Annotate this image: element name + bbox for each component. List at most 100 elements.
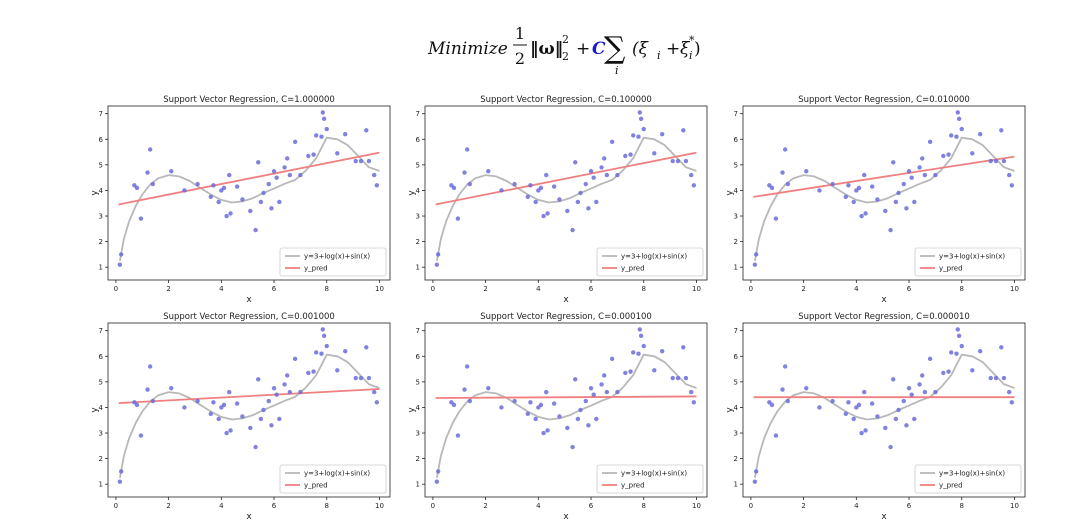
data-point: [977, 348, 983, 354]
data-point: [602, 156, 607, 161]
data-point: [1006, 172, 1012, 178]
data-point: [258, 416, 264, 422]
data-point: [335, 151, 340, 156]
y-axis-label: y: [407, 407, 417, 413]
data-point: [883, 425, 888, 431]
y-tick-label: 2: [99, 238, 103, 246]
x-tick-label: 10: [692, 502, 701, 510]
data-point: [999, 345, 1004, 350]
data-point: [863, 428, 868, 433]
data-point: [933, 389, 938, 395]
y-tick-label: 3: [734, 430, 738, 438]
data-point: [1001, 375, 1007, 381]
prediction-line: [435, 151, 697, 206]
y-tick-label: 1: [734, 481, 738, 489]
data-point: [641, 343, 646, 349]
data-point: [253, 227, 258, 233]
y-tick-label: 3: [734, 213, 738, 221]
data-point: [681, 345, 686, 350]
plot-area: [752, 327, 1015, 484]
subplot-title: Support Vector Regression, C=0.000010: [798, 312, 970, 322]
data-point: [1009, 400, 1015, 405]
data-point: [464, 147, 470, 152]
x-tick-label: 2: [166, 285, 170, 293]
y-tick-label: 4: [416, 187, 421, 195]
data-point: [782, 364, 788, 369]
data-point: [499, 188, 504, 193]
plot-area: [434, 110, 697, 267]
data-point: [216, 416, 221, 422]
data-point: [335, 368, 340, 373]
data-point: [287, 172, 293, 178]
data-point: [1006, 389, 1012, 395]
subplot-2: Support Vector Regression, C=0.100000 0 2 4…: [407, 95, 708, 305]
data-point: [342, 348, 348, 354]
data-point: [659, 131, 665, 137]
data-point: [228, 428, 233, 433]
data-point: [221, 185, 227, 191]
data-point: [977, 131, 983, 137]
data-point: [785, 398, 791, 404]
data-point: [499, 405, 504, 410]
x-tick-label: 2: [166, 502, 170, 510]
data-point: [636, 134, 641, 139]
data-point: [920, 156, 925, 161]
data-point: [138, 216, 144, 221]
data-point: [927, 356, 933, 362]
x-tick-label: 6: [907, 285, 912, 293]
data-point: [434, 262, 440, 267]
data-point: [358, 158, 364, 164]
data-point: [150, 181, 156, 187]
x-tick-label: 0: [431, 502, 435, 510]
data-point: [804, 386, 809, 391]
data-point: [455, 216, 461, 221]
data-point: [269, 423, 274, 428]
data-point: [691, 183, 697, 188]
data-point: [988, 375, 993, 381]
y-tick-label: 7: [416, 110, 420, 118]
data-point: [147, 147, 153, 152]
y-tick-label: 4: [416, 404, 421, 412]
y-tick-label: 5: [99, 378, 103, 386]
data-point: [780, 387, 785, 392]
y-tick-label: 6: [734, 353, 739, 361]
y-axis-label: y: [90, 407, 100, 413]
data-point: [851, 416, 856, 422]
data-point: [804, 169, 809, 174]
y-axis-label: y: [90, 190, 100, 196]
y-tick-label: 2: [416, 238, 420, 246]
data-point: [631, 350, 636, 355]
data-point: [353, 158, 358, 164]
data-point: [138, 433, 144, 438]
data-point: [208, 411, 213, 417]
y-tick-label: 7: [99, 327, 103, 335]
data-point: [901, 181, 906, 187]
axes-frame: [424, 105, 708, 281]
data-point: [117, 262, 123, 267]
x-axis-label: x: [246, 295, 252, 305]
data-point: [782, 147, 788, 152]
data-point: [594, 199, 599, 205]
data-point: [314, 350, 319, 355]
data-point: [862, 389, 867, 395]
data-point: [691, 400, 697, 405]
y-tick-label: 7: [734, 110, 738, 118]
legend-pred-label: y_pred: [304, 265, 328, 273]
y-tick-label: 1: [734, 264, 738, 272]
x-tick-label: 10: [1010, 502, 1019, 510]
data-point: [451, 402, 457, 408]
formula-xi-sub-2: i: [689, 49, 693, 62]
data-point: [292, 139, 298, 145]
prediction-line: [118, 388, 380, 404]
legend-pred-label: y_pred: [304, 482, 328, 490]
y-axis-label: y: [407, 190, 417, 196]
data-point: [999, 128, 1004, 133]
data-point: [551, 184, 557, 189]
data-point: [830, 181, 835, 187]
data-point: [599, 165, 604, 170]
data-point: [224, 430, 229, 436]
data-point: [258, 199, 264, 205]
data-point: [785, 181, 791, 187]
data-point: [956, 116, 962, 121]
data-point: [169, 169, 174, 174]
